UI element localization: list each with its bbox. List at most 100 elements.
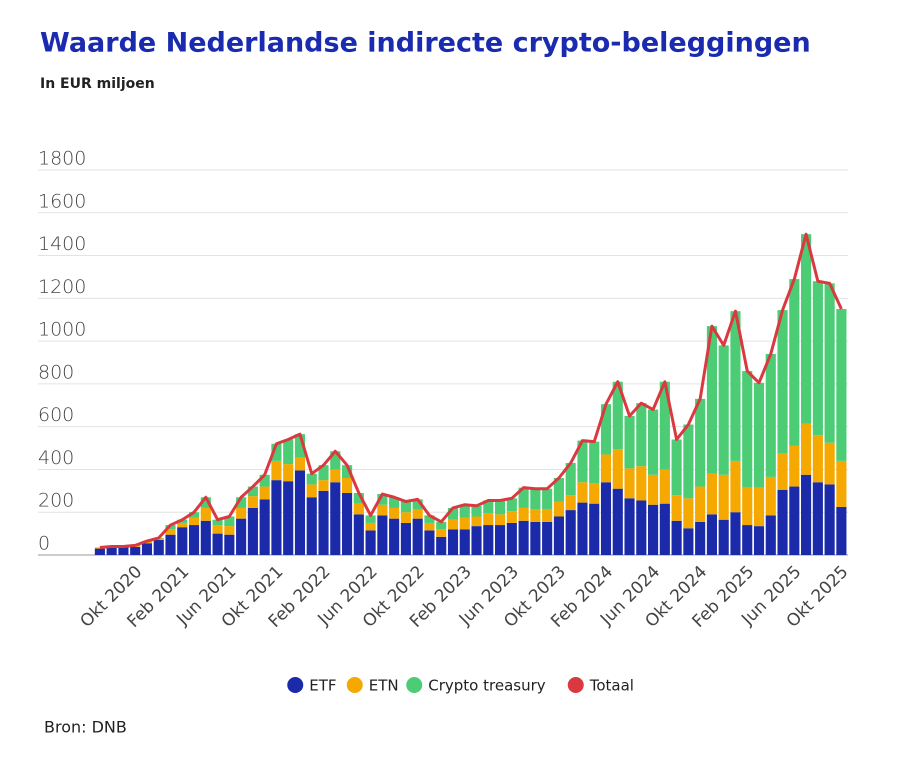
chart-title: Waarde Nederlandse indirecte crypto-bele… [40, 28, 811, 59]
y-tick-label: 400 [38, 447, 74, 469]
bar [248, 508, 258, 555]
bar [389, 508, 399, 519]
bar [213, 534, 223, 555]
bar [589, 442, 599, 484]
bar [318, 480, 328, 491]
bar [577, 503, 587, 555]
bar [660, 504, 670, 555]
bar [424, 530, 434, 555]
bar [742, 525, 752, 555]
bar [813, 435, 823, 482]
bar [695, 522, 705, 555]
bar [624, 468, 634, 498]
legend-marker [406, 677, 422, 693]
bar [577, 482, 587, 502]
bar [413, 519, 423, 555]
y-tick-label: 0 [38, 533, 50, 555]
bar [695, 487, 705, 522]
bar [330, 482, 340, 555]
bar [601, 454, 611, 482]
bar [495, 525, 505, 555]
bar [801, 234, 811, 423]
bar [825, 484, 835, 555]
legend-label: Crypto treasury [428, 677, 545, 695]
bar [648, 475, 658, 505]
legend-marker [287, 677, 303, 693]
bar [354, 504, 364, 515]
bar [271, 461, 281, 480]
bar [283, 440, 293, 465]
bar [519, 508, 529, 521]
bar [177, 523, 187, 527]
bar [471, 517, 481, 527]
bar [566, 495, 576, 510]
bar [789, 446, 799, 487]
bar [165, 535, 175, 555]
bar [801, 475, 811, 555]
bar [224, 526, 234, 535]
legend-label: Totaal [589, 677, 634, 695]
bar [672, 440, 682, 496]
bar [401, 512, 411, 523]
bar [424, 523, 434, 530]
bar [401, 523, 411, 555]
bar [554, 502, 564, 517]
bar [307, 484, 317, 497]
bar [636, 403, 646, 466]
bar [95, 549, 105, 555]
y-tick-label: 1200 [38, 276, 86, 298]
bar [377, 515, 387, 555]
bar [777, 453, 787, 489]
bar [201, 521, 211, 555]
bar [118, 548, 128, 555]
y-tick-label: 200 [38, 490, 74, 512]
bar [436, 537, 446, 555]
bar [648, 505, 658, 555]
bar [789, 487, 799, 555]
bar [754, 488, 764, 527]
bar [224, 535, 234, 555]
bar [460, 518, 470, 530]
bar [813, 482, 823, 555]
bar [377, 505, 387, 516]
y-tick-label: 800 [38, 361, 74, 383]
bar [271, 480, 281, 555]
y-tick-label: 600 [38, 404, 74, 426]
bar [248, 496, 258, 508]
bar [777, 490, 787, 555]
bar [589, 483, 599, 503]
bar [613, 449, 623, 489]
bar [189, 525, 199, 555]
bar [448, 529, 458, 555]
bar [495, 514, 505, 525]
bar [107, 548, 117, 555]
bar [471, 526, 481, 555]
bar [542, 522, 552, 555]
bar [636, 500, 646, 555]
bar [330, 469, 340, 482]
bar [495, 500, 505, 514]
bar [530, 509, 540, 522]
legend-marker [568, 677, 584, 693]
bar [589, 504, 599, 555]
bar [507, 511, 517, 523]
bar [836, 309, 846, 461]
bar [719, 475, 729, 520]
bar [448, 520, 458, 530]
bar [318, 491, 328, 555]
bar [613, 489, 623, 555]
bar [766, 515, 776, 555]
bar [507, 523, 517, 555]
bar [554, 517, 564, 556]
bar [483, 525, 493, 555]
y-tick-label: 1400 [38, 233, 86, 255]
bar [389, 519, 399, 555]
bar [413, 509, 423, 519]
bar [601, 482, 611, 555]
y-tick-label: 1600 [38, 190, 86, 212]
bar [154, 540, 164, 555]
bar [801, 423, 811, 474]
bar [530, 522, 540, 555]
bar [307, 497, 317, 555]
